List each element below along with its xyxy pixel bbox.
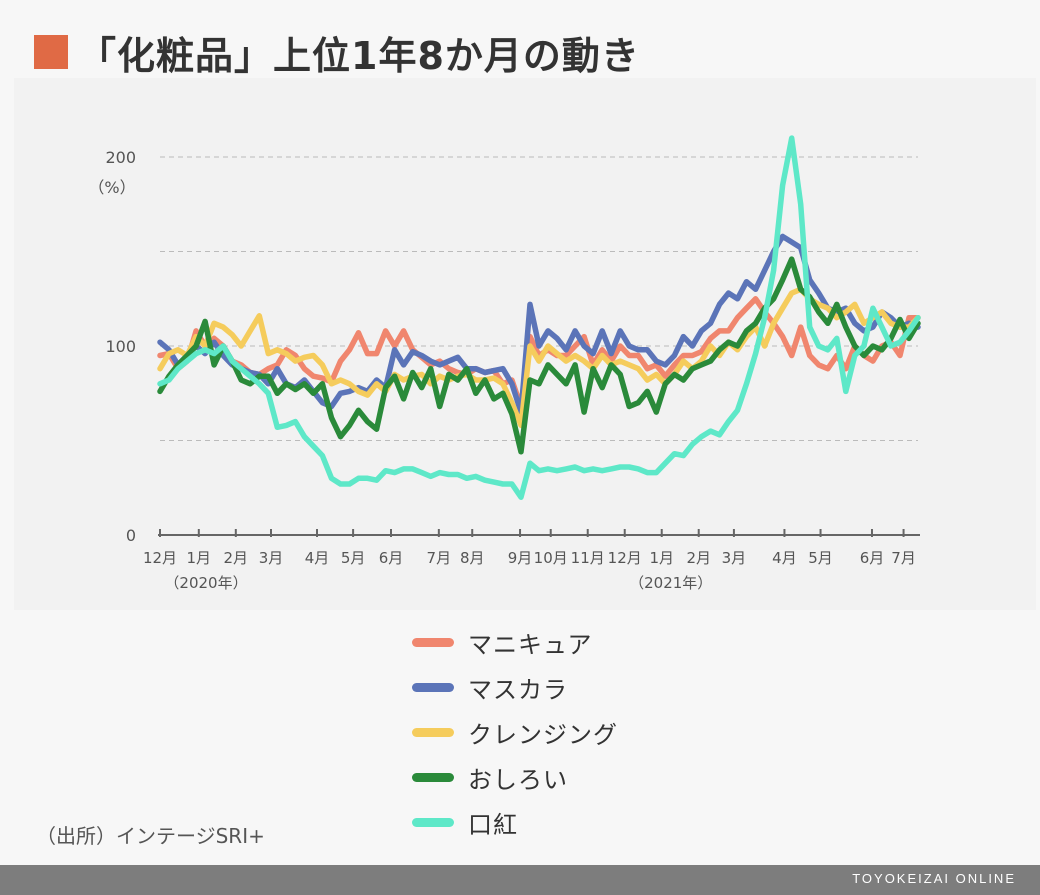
legend-swatch [412,818,454,827]
series-line [157,256,921,455]
y-tick-label: 200 [105,148,136,167]
title-block: 「化粧品」上位1年8か月の動き [34,22,640,82]
legend-swatch [412,728,454,737]
legend-label: 口紅 [468,811,518,839]
x-tick-label: 12月 [143,549,177,567]
x-tick-label: 3月 [259,549,284,567]
legend-item: クレンジング [412,710,618,755]
x-tick-label: 6月 [860,549,885,567]
legend-label: マスカラ [468,676,568,704]
x-tick-label: 2月 [686,549,711,567]
y-tick-label: 100 [105,337,136,356]
x-tick-label: 6月 [379,549,404,567]
x-tick-label: 1月 [187,549,212,567]
legend-item: おしろい [412,755,618,800]
legend: マニキュアマスカラクレンジング おしろい口紅 [412,620,618,845]
x-tick-label: 8月 [460,549,485,567]
y-tick-label: 0 [126,526,136,545]
footer-bar: TOYOKEIZAI ONLINE [0,865,1040,895]
legend-label: クレンジング [468,721,618,749]
legend-swatch [412,773,454,782]
x-tick-label: 11月 [571,549,605,567]
x-tick-label: 1月 [649,549,674,567]
legend-item: 口紅 [412,800,618,845]
x-tick-label: 7月 [891,549,916,567]
x-tick-label: 7月 [427,549,452,567]
series-line [157,135,921,500]
y-axis-unit: （%） [88,178,135,197]
x-tick-label: 12月 [608,549,642,567]
chart-panel: 0 100 200 （%） 12月 （2020年） 1月 2月 3月 4月 5月 6月 7月 8月 9月 10… [14,78,1036,610]
x-tick-label: 2月 [224,549,249,567]
x-tick-label: 4月 [305,549,330,567]
x-tick-label: 10月 [534,549,568,567]
x-tick-label: 5月 [808,549,833,567]
legend-label: おしろい [468,766,568,794]
chart-title: 「化粧品」上位1年8か月の動き [78,33,640,78]
x-year-label: （2021年） [629,574,712,592]
title-marker-square [34,35,68,69]
footer-brand: TOYOKEIZAI ONLINE [852,871,1016,886]
line-chart: 0 100 200 （%） 12月 （2020年） 1月 2月 3月 4月 5月 6月 7月 8月 9月 10… [88,135,921,592]
legend-label: マニキュア [468,631,593,659]
x-tick-label: 4月 [772,549,797,567]
legend-swatch [412,638,454,647]
series-line [157,286,921,429]
legend-swatch [412,683,454,692]
x-tick-label: 3月 [722,549,747,567]
x-year-label: （2020年） [164,574,247,592]
legend-item: マニキュア [412,620,618,665]
source-note: （出所）インテージSRI+ [36,824,265,848]
series-line [157,296,921,410]
x-tick-label: 9月 [508,549,533,567]
legend-item: マスカラ [412,665,618,710]
x-tick-label: 5月 [341,549,366,567]
